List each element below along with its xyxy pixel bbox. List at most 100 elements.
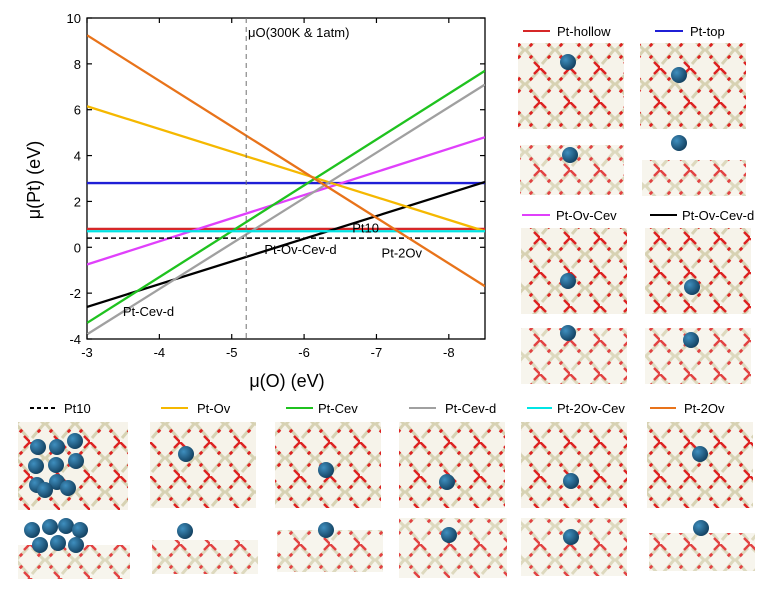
legend-pt-hollow: Pt-hollow — [523, 24, 611, 39]
pt-atom — [563, 473, 579, 489]
pt-atom — [684, 279, 700, 295]
x-tick-label: -8 — [443, 345, 455, 360]
structure-side-view-pt-cev — [277, 530, 383, 572]
pt-atom — [439, 474, 455, 490]
x-tick-label: -4 — [154, 345, 166, 360]
y-tick-label: 8 — [74, 57, 81, 72]
pt-atom — [68, 537, 84, 553]
structure-side-view-pt-2ov-cev — [521, 518, 627, 576]
structure-side-view-pt-top — [642, 160, 746, 196]
plot-content — [87, 18, 485, 339]
structure-top-view-pt-2ov — [647, 422, 753, 508]
pt-atom — [560, 273, 576, 289]
annotation-pt10: Pt10 — [352, 220, 379, 235]
pt-atom — [692, 446, 708, 462]
structure-top-view-pt-ov-cev — [521, 228, 627, 314]
pt-atom — [178, 446, 194, 462]
pt-atom — [683, 332, 699, 348]
legend-label-pt-top: Pt-top — [690, 24, 725, 39]
x-tick-label: -3 — [81, 345, 93, 360]
y-tick-label: 6 — [74, 103, 81, 118]
pt-atom — [32, 537, 48, 553]
pt-atom — [318, 522, 334, 538]
pt-atom — [671, 135, 687, 151]
legend-label-pt-ov: Pt-Ov — [197, 401, 231, 416]
legend-pt-ov-cev: Pt-Ov-Cev — [522, 208, 617, 223]
structure-top-view-pt-ov-cev-d — [645, 228, 751, 314]
y-tick-label: 4 — [74, 149, 81, 164]
pt10-cluster-top — [28, 433, 84, 498]
legend-label-pt-cev-d: Pt-Cev-d — [445, 401, 496, 416]
structure-top-view-pt-ov — [150, 422, 256, 508]
pt-atom — [560, 54, 576, 70]
pt-atom — [42, 519, 58, 535]
annotation-pt-cev-d: Pt-Cev-d — [123, 304, 174, 319]
legend-pt-ov: Pt-Ov — [161, 401, 231, 416]
pt-atom — [562, 147, 578, 163]
legend-pt-2ov: Pt-2Ov — [650, 401, 725, 416]
structure-top-view-pt-top — [640, 43, 746, 129]
legend-pt10: Pt10 — [30, 401, 91, 416]
legend-label-pt-2ov: Pt-2Ov — [684, 401, 725, 416]
annotation-pt-ov-cev-d: Pt-Ov-Cev-d — [264, 242, 336, 257]
x-tick-label: -5 — [226, 345, 238, 360]
structure-side-view-pt-cev-d — [399, 518, 507, 578]
legend-label-pt-ov-cev-d: Pt-Ov-Cev-d — [682, 208, 754, 223]
pt-atom — [30, 439, 46, 455]
legend-pt-cev-d: Pt-Cev-d — [409, 401, 496, 416]
y-tick-label: -4 — [69, 332, 81, 347]
y-axis-label: μ(Pt) (eV) — [24, 141, 44, 219]
pt-atom — [58, 518, 74, 534]
series-line-pt-ov-cev — [87, 136, 485, 266]
y-tick-label: 0 — [74, 240, 81, 255]
pt-atom — [72, 522, 88, 538]
pt-atom — [50, 535, 66, 551]
pt-atom — [441, 527, 457, 543]
pt-atom — [560, 325, 576, 341]
series-line-pt-2ov — [87, 34, 485, 288]
y-tick-label: -2 — [69, 286, 81, 301]
structure-top-view-pt-2ov-cev — [521, 422, 627, 508]
series-line-pt-ov — [87, 105, 485, 233]
legend-pt-ov-cev-d: Pt-Ov-Cev-d — [650, 208, 754, 223]
series-line-pt-cev — [87, 69, 485, 324]
legend-label-pt-ov-cev: Pt-Ov-Cev — [556, 208, 617, 223]
plot-frame — [86, 17, 486, 340]
x-axis-label: μ(O) (eV) — [249, 371, 324, 391]
pt-atom — [563, 529, 579, 545]
structure-side-view-pt-2ov — [649, 533, 755, 571]
pt-atom — [37, 482, 53, 498]
pt-atom — [24, 522, 40, 538]
pt-atom — [60, 480, 76, 496]
pt10-cluster-side — [24, 518, 88, 553]
x-tick-label: -6 — [298, 345, 310, 360]
legend-pt-top: Pt-top — [655, 24, 725, 39]
pt-atom — [318, 462, 334, 478]
legend-label-pt-hollow: Pt-hollow — [557, 24, 611, 39]
pt-atom — [68, 453, 84, 469]
pt-atom — [177, 523, 193, 539]
series-line-pt-cev-d — [87, 83, 485, 336]
pt-atom — [671, 67, 687, 83]
legend-pt-2ov-cev: Pt-2Ov-Cev — [527, 401, 625, 416]
legend-label-pt10: Pt10 — [64, 401, 91, 416]
legend-label-pt-cev: Pt-Cev — [318, 401, 358, 416]
pt-atom — [67, 433, 83, 449]
right-structure-panel: Pt-hollow Pt-top Pt-Ov-Cev Pt-Ov-Cev-d — [518, 24, 754, 384]
pt-atom — [28, 458, 44, 474]
pt-atom — [49, 439, 65, 455]
structure-side-view-pt-ov — [152, 540, 258, 574]
x-tick-label: -7 — [371, 345, 383, 360]
y-tick-label: 2 — [74, 194, 81, 209]
reference-line-label: μO(300K & 1atm) — [248, 25, 349, 40]
legend-label-pt-2ov-cev: Pt-2Ov-Cev — [557, 401, 625, 416]
structure-top-view-pt-cev-d — [399, 422, 505, 508]
y-tick-label: 10 — [67, 11, 81, 26]
legend-pt-cev: Pt-Cev — [286, 401, 358, 416]
pt-atom — [48, 457, 64, 473]
bottom-structure-panel: Pt10 Pt-Ov Pt-Cev Pt-Cev-d Pt-2Ov-Cev Pt… — [18, 401, 755, 579]
